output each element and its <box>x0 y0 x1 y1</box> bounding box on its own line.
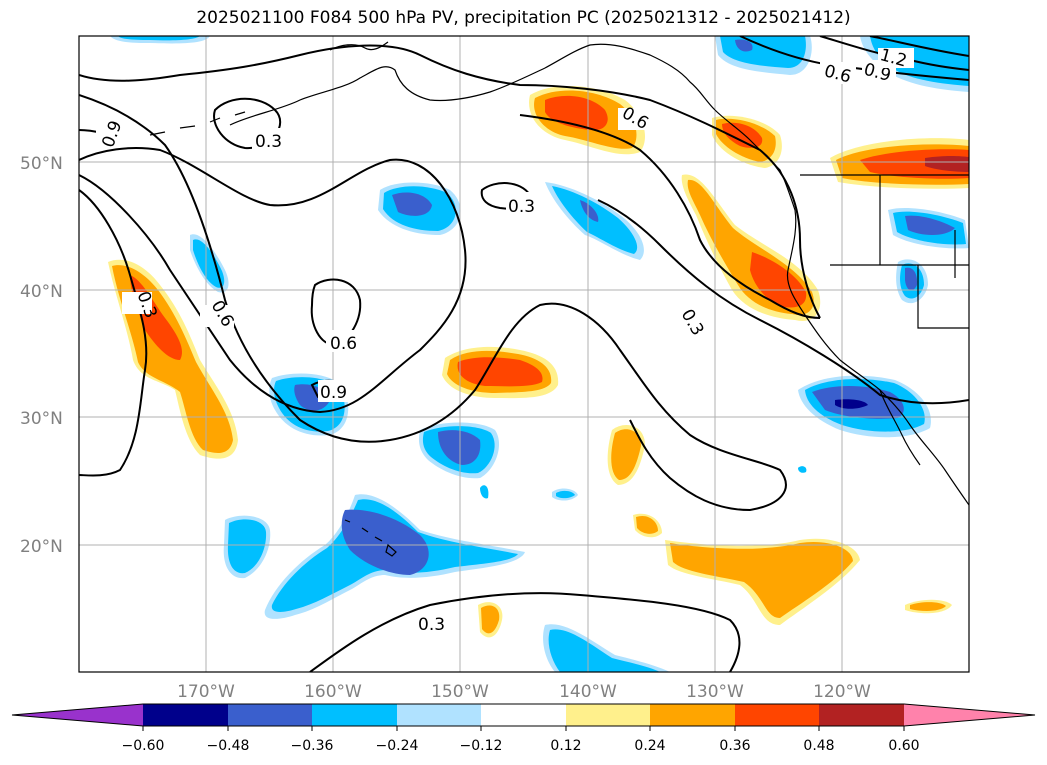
colorbar-bin <box>397 704 481 726</box>
map-title: 2025021100 F084 500 hPa PV, precipitatio… <box>196 8 851 28</box>
graticule <box>79 36 969 672</box>
svg-text:0.3: 0.3 <box>508 197 535 217</box>
pv-contour-03-main <box>79 189 148 477</box>
colorbar-under-arrow <box>12 704 143 726</box>
pv-contour-03-south <box>309 592 741 672</box>
colorbar-over-arrow <box>904 704 1035 726</box>
lon-label-150w: 150°W <box>431 682 489 702</box>
lat-label-20n: 20°N <box>20 537 63 557</box>
map-border <box>78 35 970 673</box>
colorbar-tick-label: −0.60 <box>122 738 165 754</box>
pv-contour-03-central <box>597 199 969 405</box>
colorbar-bin <box>228 704 312 726</box>
colorbar: −0.60 −0.48 −0.36 −0.24 −0.12 0.12 0.24 … <box>11 703 1036 754</box>
colorbar-bin <box>819 704 904 726</box>
colorbar-tick-label: 0.24 <box>634 738 665 754</box>
contour-labels: 0.3 0.3 0.3 0.3 0.3 0.6 0.6 0.6 0.6 0.9 … <box>96 45 914 635</box>
state-borders <box>830 175 969 329</box>
svg-text:0.3: 0.3 <box>255 132 282 152</box>
pv-contour-12-gulf <box>869 36 969 57</box>
colorbar-tick-label: 0.48 <box>803 738 834 754</box>
lat-label-40n: 40°N <box>20 282 63 302</box>
colorbar-tick-label: 0.12 <box>550 738 581 754</box>
hawaii-islands <box>344 519 397 557</box>
colorbar-bin <box>143 704 228 726</box>
longitude-labels: 170°W 160°W 150°W 140°W 130°W 120°W <box>177 682 871 702</box>
svg-text:0.6: 0.6 <box>330 334 357 354</box>
colorbar-bin <box>566 704 650 726</box>
alaska-coast <box>229 43 716 126</box>
pv-contour-03-long <box>79 94 787 512</box>
baja <box>879 389 921 466</box>
lat-label-50n: 50°N <box>20 154 63 174</box>
colorbar-bin <box>481 704 566 726</box>
lon-label-160w: 160°W <box>304 682 362 702</box>
colorbar-tick-label: −0.48 <box>207 738 250 754</box>
lon-label-120w: 120°W <box>813 682 871 702</box>
coastlines <box>149 41 969 557</box>
colorbar-tick-label: −0.24 <box>376 738 419 754</box>
lon-label-140w: 140°W <box>559 682 617 702</box>
svg-text:0.9: 0.9 <box>320 383 347 403</box>
colorbar-tick-label: 0.36 <box>719 738 750 754</box>
colorbar-tick-label: 0.60 <box>888 738 919 754</box>
latitude-labels: 50°N 40°N 30°N 20°N <box>20 154 63 557</box>
lon-label-130w: 130°W <box>686 682 744 702</box>
pv-contour-03-northeast <box>79 44 821 319</box>
colorbar-bin <box>312 704 397 726</box>
colorbar-bin <box>650 704 735 726</box>
pv-contour-06-west <box>79 147 467 414</box>
colorbar-bin <box>735 704 819 726</box>
lat-label-30n: 30°N <box>20 409 63 429</box>
colorbar-tick-label: −0.12 <box>460 738 503 754</box>
svg-text:0.3: 0.3 <box>418 615 445 635</box>
pv-contour-06-east <box>519 114 821 319</box>
lon-label-170w: 170°W <box>177 682 235 702</box>
colorbar-tick-label: −0.36 <box>291 738 334 754</box>
us-west-coast <box>786 209 969 506</box>
